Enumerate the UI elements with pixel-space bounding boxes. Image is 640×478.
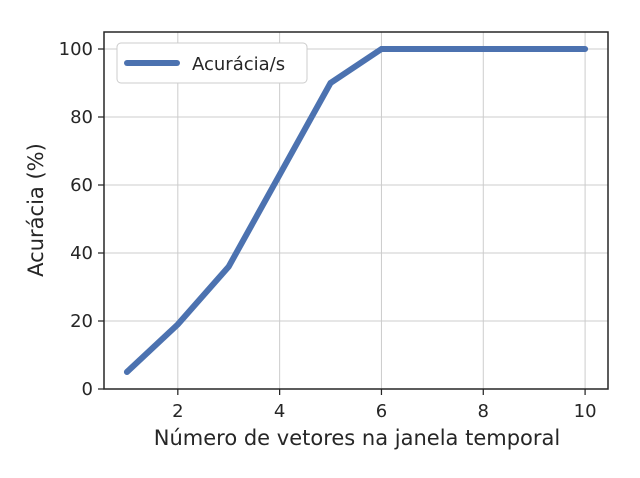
- y-tick-label: 0: [82, 379, 93, 400]
- y-axis-label: Acurácia (%): [24, 143, 48, 277]
- series-line: [123, 46, 589, 375]
- x-tick-label: 6: [376, 401, 387, 422]
- x-axis-ticks: 2 4 6 8 10: [172, 389, 597, 422]
- y-tick-label: 100: [59, 39, 93, 60]
- x-tick-label: 8: [478, 401, 489, 422]
- y-tick-label: 60: [70, 175, 93, 196]
- legend-box: [116, 42, 308, 84]
- y-tick-label: 80: [70, 107, 93, 128]
- y-tick-label: 20: [70, 311, 93, 332]
- series-layer: [123, 46, 589, 375]
- y-axis-ticks: 0 20 40 60 80 100: [59, 39, 104, 400]
- legend: Acurácia/s: [116, 42, 308, 84]
- grid-lines: [104, 32, 608, 390]
- x-tick-label: 2: [172, 401, 183, 422]
- x-tick-label: 10: [574, 401, 597, 422]
- plot-frame: [103, 31, 609, 390]
- x-axis-label: Número de vetores na janela temporal: [154, 426, 560, 450]
- y-tick-label: 40: [70, 243, 93, 264]
- legend-label: Acurácia/s: [192, 54, 285, 75]
- x-tick-label: 4: [274, 401, 285, 422]
